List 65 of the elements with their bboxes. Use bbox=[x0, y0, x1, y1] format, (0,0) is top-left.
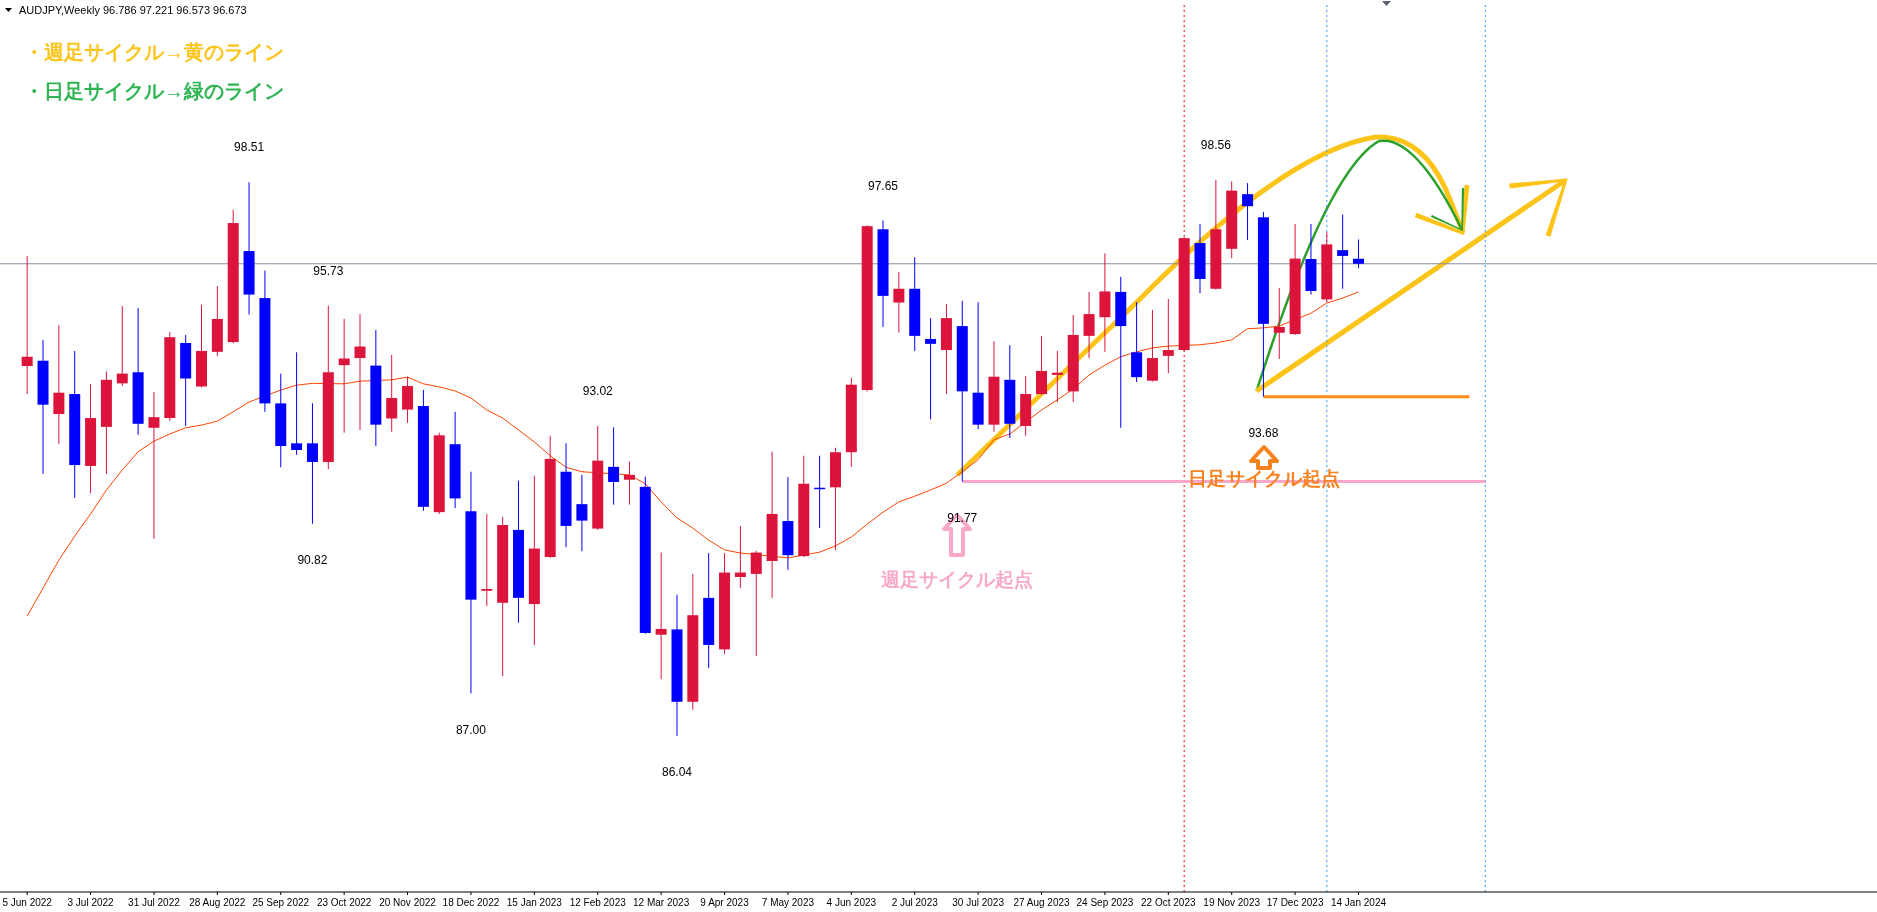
candlestick bbox=[354, 313, 366, 431]
candlestick bbox=[1273, 287, 1285, 360]
annotation: 97.65 bbox=[868, 178, 899, 193]
annotation: 87.00 bbox=[455, 722, 487, 737]
annotation: 日足サイクル起点 bbox=[1188, 468, 1340, 490]
candlestick bbox=[291, 351, 303, 456]
candlestick bbox=[148, 391, 160, 540]
x-tick-label: 19 Nov 2023 bbox=[1203, 897, 1261, 908]
x-tick-label: 12 Mar 2023 bbox=[633, 897, 690, 908]
annotation: 93.68 bbox=[1248, 425, 1279, 440]
x-tick-label: 3 Jul 2022 bbox=[67, 897, 115, 908]
candlestick bbox=[1242, 182, 1254, 241]
x-tick-label: 2 Jul 2023 bbox=[891, 897, 939, 908]
candlestick bbox=[1036, 335, 1048, 396]
x-tick-label: 31 Jul 2022 bbox=[128, 897, 181, 908]
text: ・日足サイクル→緑のライン bbox=[24, 80, 284, 102]
candlestick bbox=[1083, 291, 1095, 359]
x-tick-label: 24 Sep 2023 bbox=[1076, 897, 1134, 908]
candlestick bbox=[655, 552, 667, 680]
x-tick-label: 22 Oct 2023 bbox=[1141, 897, 1196, 908]
candlestick bbox=[21, 255, 33, 395]
candlestick bbox=[734, 525, 746, 589]
annotation: 98.56 bbox=[1200, 138, 1232, 153]
candlestick bbox=[116, 305, 128, 387]
text: ・週足サイクル→黄のライン bbox=[24, 41, 284, 63]
candlestick bbox=[1337, 214, 1349, 290]
annotation: 91.77 bbox=[947, 510, 978, 525]
candlestick bbox=[402, 376, 414, 424]
x-tick-label: 5 Jun 2022 bbox=[2, 897, 53, 908]
candlestick bbox=[893, 271, 905, 334]
candlestick bbox=[306, 402, 318, 525]
candlestick bbox=[1353, 238, 1364, 269]
annotation: 98.51 bbox=[234, 140, 265, 155]
x-tick-label: 30 Jul 2023 bbox=[952, 897, 1005, 908]
candlestick bbox=[925, 317, 937, 420]
candlestick bbox=[53, 324, 65, 445]
candlestick bbox=[386, 354, 398, 433]
x-tick-label: 7 May 2023 bbox=[761, 897, 815, 908]
annotation: 95.73 bbox=[313, 263, 344, 278]
annotation: 週足サイクル起点 bbox=[880, 569, 1033, 591]
candlestick bbox=[1162, 298, 1174, 374]
candlestick bbox=[750, 550, 762, 657]
x-tick-label: 4 Jun 2023 bbox=[826, 897, 877, 908]
candlestick bbox=[623, 461, 635, 506]
annotation: 86.04 bbox=[661, 765, 693, 780]
candlestick bbox=[576, 474, 588, 552]
x-tick-label: 27 Aug 2023 bbox=[1013, 897, 1071, 908]
chart-title: AUDJPY,Weekly 96.786 97.221 96.573 96.673 bbox=[19, 4, 247, 16]
x-tick-label: 25 Sep 2022 bbox=[252, 897, 310, 908]
candlestick bbox=[481, 513, 493, 607]
candlestick bbox=[1146, 309, 1158, 383]
x-tick-label: 12 Feb 2023 bbox=[569, 897, 627, 908]
x-tick-label: 15 Jan 2023 bbox=[506, 897, 563, 908]
candlestick bbox=[338, 318, 350, 434]
x-tick-label: 14 Jan 2024 bbox=[1330, 897, 1387, 908]
annotation: 90.82 bbox=[297, 552, 328, 567]
x-tick-label: 18 Dec 2022 bbox=[442, 897, 500, 908]
candlestick bbox=[1051, 350, 1063, 403]
annotation: 93.02 bbox=[582, 384, 614, 399]
x-tick-label: 28 Aug 2022 bbox=[189, 897, 246, 908]
x-tick-label: 23 Oct 2022 bbox=[316, 897, 372, 908]
x-tick-label: 20 Nov 2022 bbox=[379, 897, 437, 908]
x-tick-label: 17 Dec 2023 bbox=[1266, 897, 1324, 908]
candlestick bbox=[608, 426, 620, 506]
x-tick-label: 9 Apr 2023 bbox=[700, 897, 750, 908]
